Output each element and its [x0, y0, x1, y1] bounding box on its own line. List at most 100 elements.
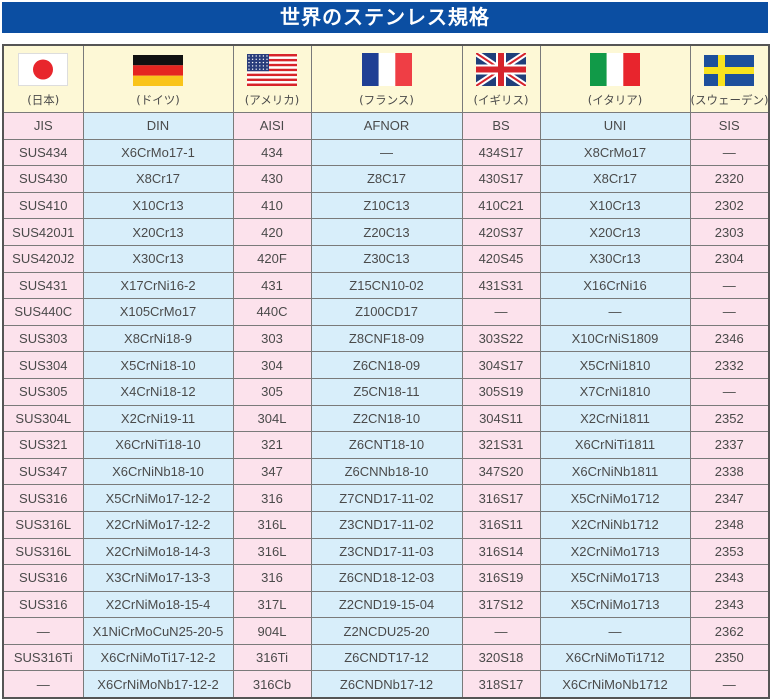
cell-bs: 303S22	[461, 324, 541, 353]
cell-afnor: Z8CNF18-09	[310, 324, 463, 353]
table-row: SUS316 X3CrNiMo17-13-3 316 Z6CND18-12-03 316…	[2, 564, 770, 592]
cell-uni: X2CrNi1811	[539, 404, 691, 433]
table-row: SUS347 X6CrNiNb18-10 347 Z6CNNb18-10 347S20 X…	[2, 457, 770, 486]
cell-jis: SUS316	[2, 590, 84, 619]
cell-afnor: Z15CN10-02	[310, 271, 463, 300]
cell-jis: SUS420J2	[2, 244, 84, 273]
cell-aisi: 305	[232, 377, 312, 406]
cell-aisi: 316L	[232, 537, 312, 566]
cell-aisi: 434	[232, 138, 312, 167]
cell-jis: SUS305	[2, 377, 84, 406]
cell-uni: X10CrNiS1809	[539, 324, 691, 353]
cell-afnor: Z7CND17-11-02	[310, 484, 463, 512]
cell-aisi: 316Ti	[232, 643, 312, 672]
cell-uni: X6CrNiMoNb1712	[539, 670, 691, 699]
standard-header-bs: BS	[461, 112, 541, 140]
cell-uni: —	[539, 298, 691, 326]
country-label: (日本)	[27, 93, 60, 107]
cell-din: X8CrNi18-9	[82, 324, 234, 353]
usa-flag-icon	[247, 54, 297, 86]
table-row: SUS434 X6CrMo17-1 434—434S17 X8CrMo17—	[2, 138, 770, 167]
cell-afnor: Z3CND17-11-03	[310, 537, 463, 566]
table-row: SUS305 X4CrNi18-12 305 Z5CN18-11 305S19 X7CrN…	[2, 377, 770, 406]
cell-sis: 2320	[689, 165, 770, 193]
table-row: SUS316Ti X6CrNiMoTi17-12-2 316Ti Z6CNDT17-1…	[2, 643, 770, 672]
cell-din: X5CrNi18-10	[82, 351, 234, 379]
country-cell-france: (フランス)	[310, 44, 463, 113]
cell-aisi: 440C	[232, 298, 312, 326]
country-cell-usa: (アメリカ)	[232, 44, 312, 113]
cell-bs: 434S17	[461, 138, 541, 167]
cell-bs: 420S45	[461, 244, 541, 273]
standard-header-aisi: AISI	[232, 112, 312, 140]
country-label: (スウェーデン)	[690, 93, 769, 107]
cell-din: X2CrNi19-11	[82, 404, 234, 433]
cell-din: X17CrNi16-2	[82, 271, 234, 300]
cell-din: X2CrNiMo17-12-2	[82, 510, 234, 539]
cell-aisi: 420F	[232, 244, 312, 273]
sweden-flag-icon	[704, 55, 755, 86]
cell-din: X10Cr13	[82, 191, 234, 220]
cell-jis: SUS321	[2, 431, 84, 459]
cell-afnor: Z6CNDT17-12	[310, 643, 463, 672]
cell-bs: 305S19	[461, 377, 541, 406]
cell-afnor: Z8C17	[310, 165, 463, 193]
cell-afnor: Z30C13	[310, 244, 463, 273]
cell-uni: X10Cr13	[539, 191, 691, 220]
cell-din: X6CrNiMoNb17-12-2	[82, 670, 234, 699]
cell-jis: SUS316	[2, 564, 84, 592]
table-row: SUS316 X2CrNiMo18-15-4 317L Z2CND19-15-04 31…	[2, 590, 770, 619]
cell-uni: X6CrNiNb1811	[539, 457, 691, 486]
standard-header-afnor: AFNOR	[310, 112, 463, 140]
cell-aisi: 316L	[232, 510, 312, 539]
cell-uni: X6CrNiMoTi1712	[539, 643, 691, 672]
table-row: SUS304 X5CrNi18-10 304 Z6CN18-09 304S17 X5CrN…	[2, 351, 770, 379]
table-row: SUS420J1 X20Cr13 420 Z20C13 420S37 X20Cr13 230…	[2, 218, 770, 246]
cell-uni: X5CrNi1810	[539, 351, 691, 379]
cell-jis: SUS420J1	[2, 218, 84, 246]
cell-sis: 2304	[689, 244, 770, 273]
cell-aisi: 904L	[232, 617, 312, 645]
cell-bs: —	[461, 298, 541, 326]
cell-bs: 304S17	[461, 351, 541, 379]
italy-flag-icon	[590, 53, 640, 86]
cell-sis: 2303	[689, 218, 770, 246]
cell-jis: —	[2, 617, 84, 645]
page-title: 世界のステンレス規格	[2, 2, 768, 33]
cell-sis: 2352	[689, 404, 770, 433]
standard-header-jis: JIS	[2, 112, 84, 140]
cell-bs: 430S17	[461, 165, 541, 193]
cell-sis: —	[689, 670, 770, 699]
cell-bs: 316S17	[461, 484, 541, 512]
cell-aisi: 316	[232, 484, 312, 512]
country-cell-japan: (日本)	[2, 44, 84, 113]
cell-din: X2CrNiMo18-15-4	[82, 590, 234, 619]
cell-bs: 420S37	[461, 218, 541, 246]
standard-header-sis: SIS	[689, 112, 770, 140]
cell-jis: SUS316	[2, 484, 84, 512]
cell-afnor: Z2CN18-10	[310, 404, 463, 433]
cell-din: X5CrNiMo17-12-2	[82, 484, 234, 512]
cell-bs: 347S20	[461, 457, 541, 486]
country-cell-sweden: (スウェーデン)	[689, 44, 770, 113]
table-row: SUS303 X8CrNi18-9 303 Z8CNF18-09 303S22 X10Cr…	[2, 324, 770, 353]
cell-sis: 2343	[689, 564, 770, 592]
cell-afnor: Z5CN18-11	[310, 377, 463, 406]
country-cell-uk: (イギリス)	[461, 44, 541, 113]
germany-flag-icon	[133, 55, 183, 86]
cell-sis: 2350	[689, 643, 770, 672]
table-row: SUS316 X5CrNiMo17-12-2 316 Z7CND17-11-02 316…	[2, 484, 770, 512]
table-row: SUS321 X6CrNiTi18-10 321 Z6CNT18-10 321S31 X6…	[2, 431, 770, 459]
country-cell-germany: (ドイツ)	[82, 44, 234, 113]
standard-header-row: JIS DIN AISI AFNOR BS UNI SIS	[2, 112, 770, 140]
cell-bs: 316S11	[461, 510, 541, 539]
cell-din: X4CrNi18-12	[82, 377, 234, 406]
cell-uni: X8CrMo17	[539, 138, 691, 167]
cell-sis: —	[689, 271, 770, 300]
cell-sis: 2332	[689, 351, 770, 379]
cell-aisi: 316	[232, 564, 312, 592]
table-row: — X1NiCrMoCuN25-20-5 904L Z2NCDU25-20— —2362	[2, 617, 770, 645]
table-row: SUS430 X8Cr17 430 Z8C17 430S17 X8Cr17 2320	[2, 165, 770, 193]
cell-bs: 317S12	[461, 590, 541, 619]
cell-afnor: Z2CND19-15-04	[310, 590, 463, 619]
